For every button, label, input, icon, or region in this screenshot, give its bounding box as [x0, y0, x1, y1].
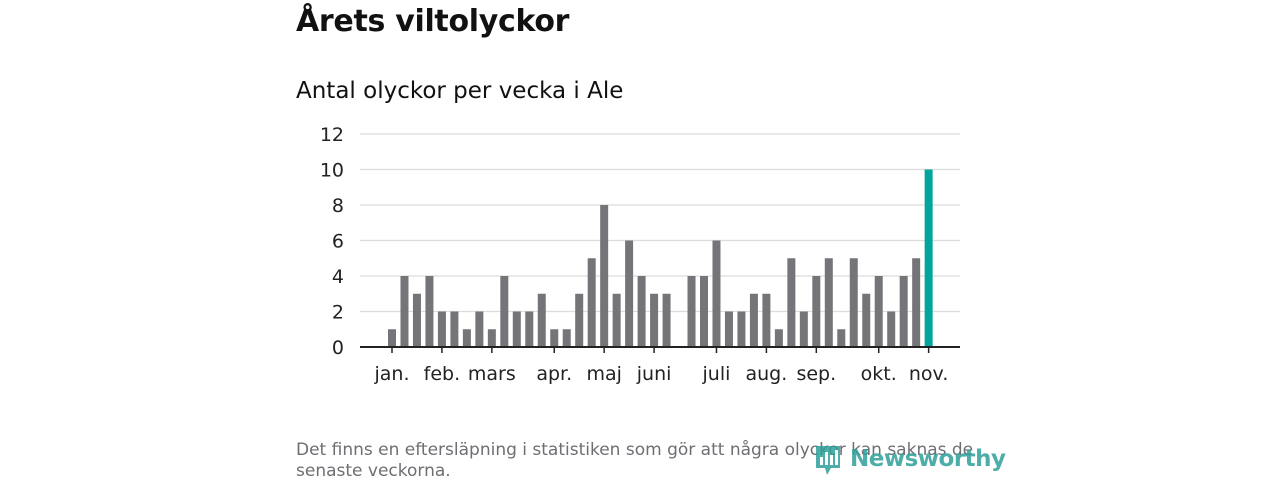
bar: [425, 276, 434, 347]
bar: [400, 276, 409, 347]
bar: [462, 329, 471, 347]
bar: [437, 311, 446, 347]
x-tick-label: jan.: [373, 363, 409, 385]
bar: [899, 276, 908, 347]
bar: [388, 329, 396, 347]
bar: [874, 276, 883, 347]
bar: [774, 329, 783, 347]
newsworthy-logo: Newsworthy: [814, 442, 1006, 476]
y-tick-label: 12: [320, 124, 344, 146]
bar: [687, 276, 696, 347]
bar: [837, 329, 846, 347]
bar: [887, 311, 896, 347]
bar: [575, 293, 584, 347]
bar-highlighted: [924, 169, 933, 347]
x-tick-label: juli: [702, 363, 731, 385]
bar: [562, 329, 571, 347]
data-label: 10: [930, 0, 952, 5]
grid-lines: [360, 133, 960, 313]
bars: [360, 169, 960, 348]
bar: [650, 293, 659, 347]
x-tick-label: juni: [636, 363, 672, 385]
bar: [700, 276, 708, 347]
x-tick-label: aug.: [746, 363, 788, 385]
bar: [600, 205, 609, 347]
newsworthy-logo-icon: [816, 446, 840, 475]
x-tick-label: feb.: [424, 363, 460, 385]
footnote: Det finns en eftersläpning i statistiken…: [296, 440, 974, 481]
y-tick-label: 4: [332, 266, 344, 288]
x-tick-label: okt.: [861, 363, 897, 385]
bar: [662, 293, 671, 347]
bar: [537, 293, 546, 347]
bar: [912, 258, 921, 347]
newsworthy-logo-text: Newsworthy: [850, 446, 1006, 472]
bar: [500, 276, 509, 347]
bar-chart: 0 2 4 6 8 10 12 jan. feb. mars apr. maj juni juli aug…: [320, 0, 960, 385]
bar: [862, 293, 871, 347]
x-tick-label: maj: [586, 363, 621, 385]
page-title: Årets viltolyckor: [296, 4, 570, 39]
y-axis-ticks: 0 2 4 6 8 10 12: [320, 124, 344, 359]
bar: [812, 276, 821, 347]
bar: [824, 258, 833, 347]
x-tick-label: mars: [468, 363, 516, 385]
chart-title: Antal olyckor per vecka i Ale: [296, 78, 624, 104]
bar: [762, 293, 771, 347]
bar: [525, 311, 534, 347]
y-tick-label: 2: [332, 302, 344, 324]
bar: [799, 311, 808, 347]
bar: [412, 293, 421, 347]
bar: [625, 240, 634, 347]
bar: [737, 311, 746, 347]
y-tick-label: 0: [332, 337, 344, 359]
bar: [612, 293, 621, 347]
bar: [749, 293, 758, 347]
bar: [637, 276, 646, 347]
data-labels: 10: [930, 0, 952, 5]
bar: [512, 311, 521, 347]
y-tick-label: 6: [332, 231, 344, 253]
x-tick-label: sep.: [796, 363, 836, 385]
bar: [450, 311, 459, 347]
bar: [487, 329, 496, 347]
y-tick-label: 8: [332, 195, 344, 217]
bar: [787, 258, 796, 347]
bar: [712, 240, 721, 347]
y-tick-label: 10: [320, 160, 344, 182]
bar: [475, 311, 484, 347]
x-axis-ticks: jan. feb. mars apr. maj juni juli aug. sep. okt. n…: [373, 347, 948, 385]
bar: [550, 329, 559, 347]
x-tick-label: nov.: [909, 363, 948, 385]
x-tick-label: apr.: [536, 363, 572, 385]
bar: [724, 311, 733, 347]
bar: [587, 258, 596, 347]
bar: [849, 258, 858, 347]
